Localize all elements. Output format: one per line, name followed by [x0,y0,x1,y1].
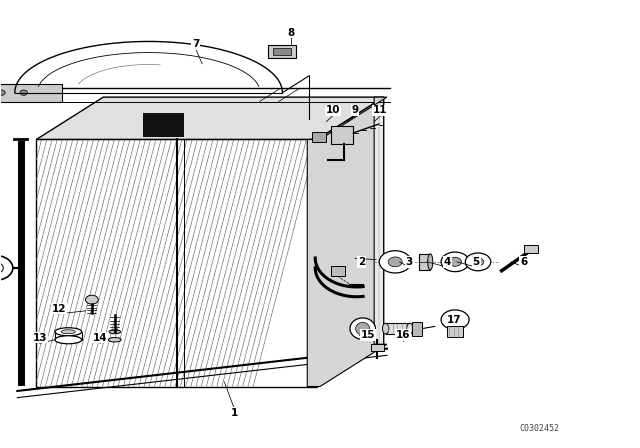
Circle shape [0,255,13,280]
Circle shape [86,295,99,304]
Bar [55,332,82,340]
Text: 14: 14 [93,332,108,343]
Bar [386,323,410,334]
Text: 4: 4 [444,257,451,267]
Circle shape [441,252,469,271]
Text: 1: 1 [230,408,237,418]
Bar [273,48,291,55]
Circle shape [449,258,461,266]
Text: 11: 11 [373,105,388,116]
Polygon shape [307,97,387,387]
Ellipse shape [61,330,76,334]
Bar [447,326,463,336]
Text: 8: 8 [288,28,295,38]
Circle shape [20,90,28,95]
Bar [419,254,430,270]
Text: 6: 6 [520,257,527,267]
Ellipse shape [55,328,82,336]
Ellipse shape [356,323,370,335]
Polygon shape [36,139,317,387]
Circle shape [465,253,491,271]
Text: C0302452: C0302452 [520,424,560,433]
Circle shape [380,251,411,273]
Ellipse shape [55,336,82,344]
Polygon shape [317,97,384,387]
Ellipse shape [406,323,413,334]
Circle shape [441,310,469,330]
Text: 15: 15 [360,330,375,340]
Bar [143,113,184,137]
Bar [412,322,422,336]
Text: 12: 12 [51,304,66,314]
Ellipse shape [109,330,120,334]
Bar [312,132,326,142]
Text: 7: 7 [192,39,200,49]
Polygon shape [36,97,384,139]
Polygon shape [524,246,538,253]
Text: 2: 2 [358,257,365,267]
Circle shape [0,262,3,274]
Text: 10: 10 [326,105,340,116]
Circle shape [0,90,5,95]
Circle shape [472,258,484,266]
Text: 16: 16 [396,330,410,340]
Ellipse shape [428,254,433,270]
Text: 13: 13 [33,332,47,343]
Bar [371,344,384,351]
Circle shape [388,257,402,267]
Text: 5: 5 [472,257,480,267]
Ellipse shape [108,337,121,342]
Ellipse shape [350,318,376,339]
Polygon shape [36,139,317,387]
Bar [331,126,353,144]
Text: 17: 17 [447,315,461,325]
Ellipse shape [383,323,389,334]
Text: 9: 9 [351,105,358,116]
Bar [330,267,344,276]
Text: 3: 3 [406,257,413,267]
Circle shape [449,315,461,324]
Polygon shape [0,84,62,102]
Bar [268,44,296,58]
